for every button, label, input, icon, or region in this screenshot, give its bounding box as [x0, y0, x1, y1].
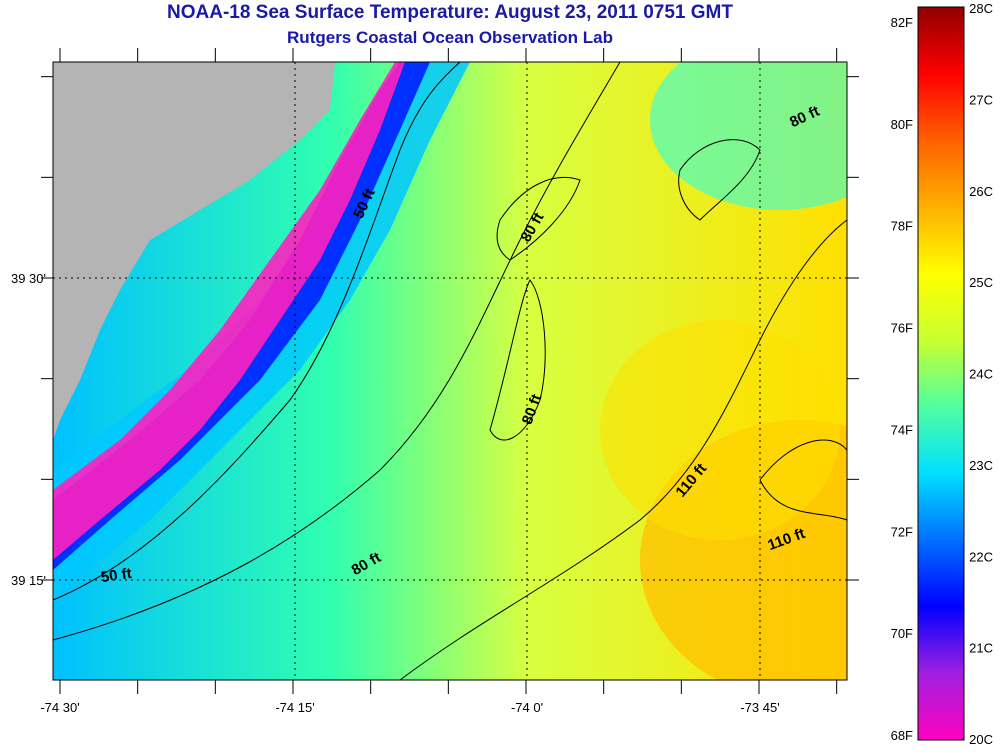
- colorbar-f-label: 82F: [891, 15, 913, 30]
- isobath-110ft-se: [759, 439, 847, 521]
- isobath-contours: [53, 62, 847, 680]
- colorbar-f-label: 76F: [891, 321, 913, 336]
- lon-label-74-15: -74 15': [275, 700, 314, 715]
- lat-label-39-30: 39 30': [11, 271, 46, 286]
- isobath-80ft-ne: [678, 139, 761, 221]
- colorbar-fahrenheit-labels: 82F 80F 78F 76F 74F 72F 70F 68F: [891, 15, 913, 743]
- lon-label-74-30: -74 30': [40, 700, 79, 715]
- colorbar-c-label: 21C: [969, 641, 993, 656]
- cool-water-patch-ne: [650, 62, 847, 210]
- isobath-50ft: [53, 62, 461, 601]
- axis-ticks: [41, 48, 859, 694]
- coastal-upwelling-band: [53, 62, 405, 560]
- colorbar-c-label: 23C: [969, 458, 993, 473]
- lat-label-39-15: 39 15': [11, 573, 46, 588]
- colorbar-f-label: 68F: [891, 728, 913, 743]
- colorbar-c-label: 28C: [969, 1, 993, 16]
- land-mass: [53, 62, 335, 440]
- graticule: [53, 62, 847, 680]
- lon-label-74-0: -74 0': [511, 700, 543, 715]
- colorbar-f-label: 78F: [891, 219, 913, 234]
- chart-subtitle: Rutgers Coastal Ocean Observation Lab: [287, 28, 613, 47]
- map-frame: [52, 61, 848, 681]
- chart-title: NOAA-18 Sea Surface Temperature: August …: [167, 2, 733, 23]
- colorbar-gradient: [917, 6, 965, 741]
- isobath-80ft-ridge: [489, 279, 546, 441]
- colorbar-c-label: 26C: [969, 184, 993, 199]
- colorbar-c-label: 27C: [969, 92, 993, 107]
- warm-water-patch-2: [600, 320, 840, 540]
- colorbar-f-label: 80F: [891, 117, 913, 132]
- isobath-80ft-shoal: [496, 176, 581, 261]
- colorbar-c-label: 22C: [969, 549, 993, 564]
- isobath-110ft: [399, 219, 847, 680]
- colorbar-f-label: 74F: [891, 422, 913, 437]
- lon-label-73-45: -73 45': [740, 700, 779, 715]
- colorbar-f-label: 70F: [891, 626, 913, 641]
- colorbar-c-label: 25C: [969, 275, 993, 290]
- colorbar-c-label: 24C: [969, 367, 993, 382]
- colorbar-f-label: 72F: [891, 524, 913, 539]
- isobath-80ft-west: [53, 62, 621, 641]
- isobath-label: 50 ft: [100, 565, 133, 586]
- colorbar-c-label: 20C: [969, 732, 993, 747]
- colorbar-celsius-labels: 28C 27C 26C 25C 24C 23C 22C 21C 20C: [969, 1, 993, 747]
